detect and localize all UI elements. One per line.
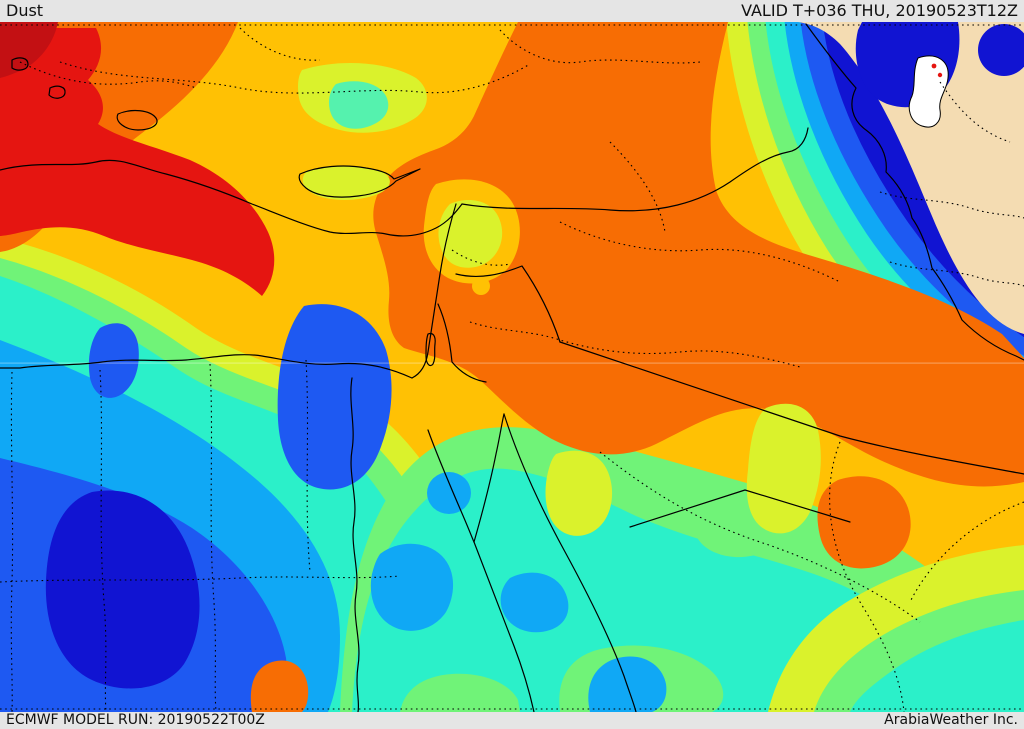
border-syria-jordan xyxy=(455,265,561,343)
border-gulf-suez xyxy=(427,429,475,543)
dotted-aegean xyxy=(19,61,197,89)
contour-darkblue-core-southwest xyxy=(45,490,200,689)
contour-lightblue-blob-sinai xyxy=(427,472,471,514)
border-turkey-syria-iraq xyxy=(461,127,809,212)
page-title: Dust xyxy=(6,1,44,20)
border-gulf-aqaba xyxy=(473,413,505,543)
map-red-mark-2 xyxy=(937,72,943,78)
credit-label: ArabiaWeather Inc. xyxy=(884,712,1018,728)
contour-red-northwest xyxy=(0,28,275,296)
contour-blue-kidney-west xyxy=(277,304,392,490)
contour-orange-blob-south-center xyxy=(250,660,309,712)
border-iran xyxy=(805,23,1024,361)
dust-map xyxy=(0,22,1024,712)
contour-turquoise-southeast xyxy=(850,620,1024,712)
contour-band-blue-northeast xyxy=(800,22,1024,356)
dotted-egypt-vertical-3 xyxy=(305,359,311,573)
border-redsea-west-coast xyxy=(473,541,535,712)
contour-gold-dot-amman xyxy=(472,277,490,295)
dotted-turkey-interior xyxy=(59,61,531,94)
border-cyprus xyxy=(298,165,421,198)
dotted-libya-border xyxy=(10,371,14,712)
contour-green-patch-south-west xyxy=(400,673,520,712)
footer-bar: ECMWF MODEL RUN: 20190522T00Z ArabiaWeat… xyxy=(0,712,1024,729)
contour-darkblue-corner-blob xyxy=(978,24,1024,76)
border-turkey-coast xyxy=(0,159,463,237)
border-kuwait xyxy=(629,489,851,528)
border-redsea-east-coast xyxy=(503,413,637,712)
dotted-turkey-north xyxy=(239,27,701,64)
contour-lightblue-blob-redsea xyxy=(500,572,569,633)
dotted-jordan xyxy=(451,249,801,368)
contour-lightblue-blob-west-redsea xyxy=(370,543,454,631)
contour-orange-main-east xyxy=(373,22,1024,487)
contour-lime-patch-north-saudi xyxy=(545,450,613,536)
contour-lime-patch-east-jordan xyxy=(746,403,821,534)
graticule-line xyxy=(0,362,1024,364)
border-egypt-coast xyxy=(0,354,413,379)
country-borders xyxy=(0,23,1024,712)
island-aegean-2 xyxy=(48,85,66,99)
dust-contour-svg xyxy=(0,22,1024,712)
map-red-mark-1 xyxy=(931,63,937,69)
header-bar: Dust VALID T+036 THU, 20190523T12Z xyxy=(0,0,1024,22)
contour-lime-core-lebanon xyxy=(438,200,503,268)
border-dead-sea xyxy=(425,332,436,367)
border-nile-river xyxy=(350,377,360,712)
border-iraq-saudi xyxy=(559,341,1024,475)
contour-lime-patch-cyprus xyxy=(302,166,390,200)
contour-orange-blob-southeast xyxy=(817,476,911,569)
contour-mint-core-turkey xyxy=(328,81,389,129)
region-beige-northeast xyxy=(798,22,1024,334)
island-aegean-1 xyxy=(11,57,29,71)
contour-darkred-corner xyxy=(0,22,58,78)
border-jordan-river xyxy=(437,303,487,383)
model-run-label: ECMWF MODEL RUN: 20190522T00Z xyxy=(6,712,265,728)
dotted-saudi-1 xyxy=(599,451,921,623)
admin-boundaries-dotted xyxy=(0,24,1024,712)
dotted-syria-iraq xyxy=(559,141,841,283)
dotted-iran-2 xyxy=(889,81,1024,287)
dotted-egypt-vertical-1 xyxy=(99,369,107,712)
border-levant-coast xyxy=(411,203,457,379)
island-crete xyxy=(116,109,158,131)
valid-time-label: VALID T+036 THU, 20190523T12Z xyxy=(741,1,1018,20)
